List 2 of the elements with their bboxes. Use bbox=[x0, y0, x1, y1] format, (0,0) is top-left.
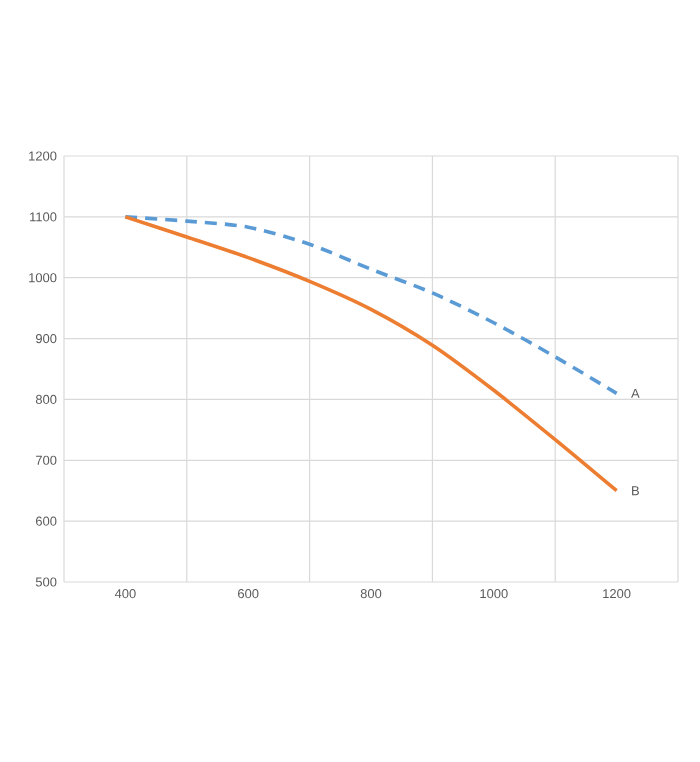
line-series bbox=[123, 215, 619, 493]
line-series bbox=[123, 215, 619, 396]
